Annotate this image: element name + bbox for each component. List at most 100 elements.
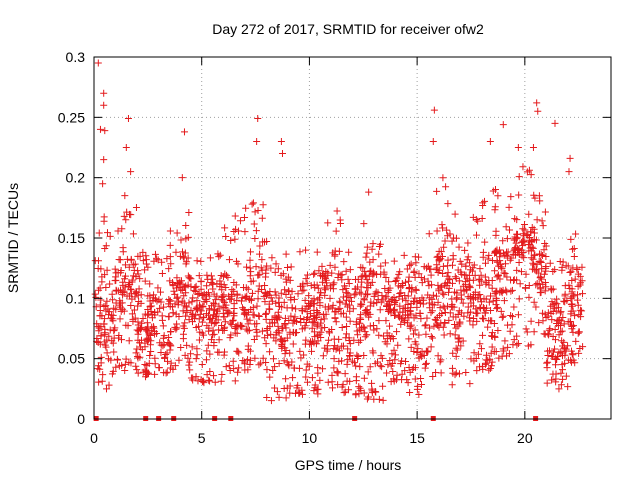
data-point — [197, 307, 205, 315]
data-point — [102, 385, 110, 393]
data-point — [315, 267, 323, 275]
data-point — [288, 358, 296, 366]
data-point — [573, 296, 581, 304]
data-point — [343, 289, 351, 297]
data-point — [466, 317, 474, 325]
data-point — [395, 293, 403, 301]
data-point — [107, 314, 115, 322]
data-point — [518, 252, 526, 260]
data-point — [533, 265, 541, 273]
data-point — [496, 287, 504, 295]
data-point — [298, 287, 306, 295]
data-point — [205, 316, 213, 324]
data-point — [310, 328, 318, 336]
data-point — [282, 375, 290, 383]
data-point — [522, 270, 530, 278]
data-point — [375, 331, 383, 339]
data-point — [455, 243, 463, 251]
data-point — [420, 275, 428, 283]
data-point — [498, 313, 506, 321]
data-point — [537, 288, 545, 296]
data-point-peak — [277, 137, 285, 145]
data-point — [284, 273, 292, 281]
data-point — [489, 187, 497, 195]
data-point — [482, 278, 490, 286]
data-point — [343, 296, 351, 304]
data-point — [525, 282, 533, 290]
data-point — [472, 354, 480, 362]
data-point — [411, 338, 419, 346]
data-point — [352, 373, 360, 381]
data-point — [432, 316, 440, 324]
data-point — [531, 194, 539, 202]
data-point — [243, 263, 251, 271]
y-tick-label: 0.15 — [58, 230, 85, 246]
data-point — [112, 363, 120, 371]
data-point — [254, 295, 262, 303]
data-point — [500, 249, 508, 257]
data-point — [396, 268, 404, 276]
data-point — [504, 343, 512, 351]
data-point — [422, 359, 430, 367]
data-point — [452, 324, 460, 332]
data-point — [157, 348, 165, 356]
data-point — [500, 269, 508, 277]
data-point — [203, 371, 211, 379]
data-point — [527, 228, 535, 236]
data-point — [406, 368, 414, 376]
data-point — [482, 356, 490, 364]
data-point — [446, 230, 454, 238]
data-point — [195, 336, 203, 344]
data-point — [147, 347, 155, 355]
data-point — [428, 281, 436, 289]
data-point — [489, 257, 497, 265]
data-point — [182, 312, 190, 320]
data-point — [326, 261, 334, 269]
data-point — [316, 376, 324, 384]
data-point — [485, 251, 493, 259]
data-point — [567, 235, 575, 243]
data-point — [200, 314, 208, 322]
data-point — [441, 237, 449, 245]
data-point — [252, 326, 260, 334]
data-point — [367, 281, 375, 289]
data-point — [271, 268, 279, 276]
data-point — [535, 257, 543, 265]
data-point — [363, 249, 371, 257]
data-point — [560, 320, 568, 328]
data-point — [411, 364, 419, 372]
data-point — [382, 274, 390, 282]
data-point — [250, 336, 258, 344]
data-point — [343, 360, 351, 368]
data-point — [496, 253, 504, 261]
data-point — [507, 193, 515, 201]
data-point — [560, 338, 568, 346]
data-point — [165, 296, 173, 304]
data-point — [363, 276, 371, 284]
data-point — [399, 308, 407, 316]
data-point — [97, 265, 105, 273]
data-point — [391, 278, 399, 286]
data-point — [571, 312, 579, 320]
data-point — [554, 316, 562, 324]
data-point — [424, 262, 432, 270]
data-point — [188, 313, 196, 321]
data-point — [220, 291, 228, 299]
data-point — [457, 268, 465, 276]
data-point — [258, 266, 266, 274]
data-point — [306, 340, 314, 348]
data-point — [478, 362, 486, 370]
data-point — [393, 371, 401, 379]
data-point — [103, 297, 111, 305]
data-point — [263, 290, 271, 298]
data-point — [363, 395, 371, 403]
data-point — [286, 382, 294, 390]
data-point — [166, 346, 174, 354]
data-point — [115, 256, 123, 264]
data-point — [154, 284, 162, 292]
data-point — [497, 307, 505, 315]
data-point-peak — [178, 174, 186, 182]
data-point — [388, 333, 396, 341]
data-point — [227, 236, 235, 244]
data-point — [481, 309, 489, 317]
